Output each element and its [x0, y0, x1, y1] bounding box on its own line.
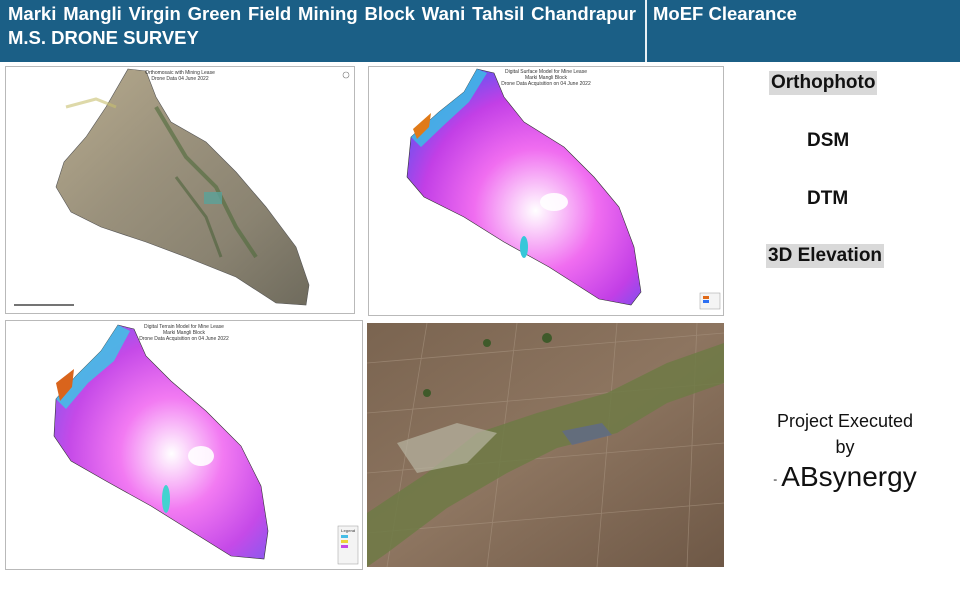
dsm-map[interactable]: Digital Surface Model for Mine Lease Mar…	[368, 66, 724, 316]
dsm-image	[406, 68, 721, 310]
dsm-label: DSM	[807, 130, 850, 151]
clearance-title: MoEF Clearance	[653, 3, 797, 24]
project-credit: Project Executed by - ABsynergy	[760, 408, 930, 496]
credit-dash: -	[773, 471, 778, 486]
title-divider	[645, 0, 647, 62]
dtm-title-line-2: Marki Mangli Block	[163, 330, 205, 336]
orthomosaic-map[interactable]: Orthomosaic with Mining Lease Drone Data…	[5, 66, 355, 314]
orthomosaic-title-line-2: Drone Data 04 June 2022	[151, 76, 209, 82]
dtm-label: DTM	[807, 188, 849, 209]
dsm-title-line-3: Drone Data Acquisition on 04 June 2022	[501, 81, 591, 87]
3d-elevation-image	[367, 323, 724, 567]
dtm-map[interactable]: Digital Terrain Model for Mine Lease Mar…	[5, 320, 363, 570]
slide-title: Marki Mangli Virgin Green Field Mining B…	[8, 3, 636, 48]
orthomosaic-image	[14, 68, 350, 306]
company-name: ABsynergy	[781, 461, 917, 492]
dtm-image	[53, 324, 359, 565]
dtm-title-line-3: Drone Data Acquisition on 04 June 2022	[139, 336, 229, 342]
dsm-title-line-1: Digital Surface Model for Mine Lease	[505, 69, 587, 75]
orthophoto-label: Orthophoto	[769, 71, 878, 95]
dtm-title-line-1: Digital Terrain Model for Mine Lease	[144, 324, 224, 330]
dsm-title: Digital Surface Model for Mine Lease Mar…	[369, 69, 723, 87]
3d-elevation-label: 3D Elevation	[766, 244, 885, 268]
dsm-title-line-2: Marki Mangli Block	[525, 75, 567, 81]
credit-line-2: by	[835, 437, 855, 457]
orthomosaic-title: Orthomosaic with Mining Lease Drone Data…	[6, 70, 354, 82]
dtm-title: Digital Terrain Model for Mine Lease Mar…	[6, 324, 362, 342]
orthomosaic-title-line-1: Orthomosaic with Mining Lease	[145, 70, 215, 76]
title-bar: Marki Mangli Virgin Green Field Mining B…	[0, 0, 960, 62]
credit-line-1: Project Executed	[776, 411, 914, 431]
company-name-row: - ABsynergy	[760, 460, 930, 496]
3d-elevation-view[interactable]	[367, 323, 724, 567]
dtm-legend-title: Legend	[341, 528, 356, 533]
